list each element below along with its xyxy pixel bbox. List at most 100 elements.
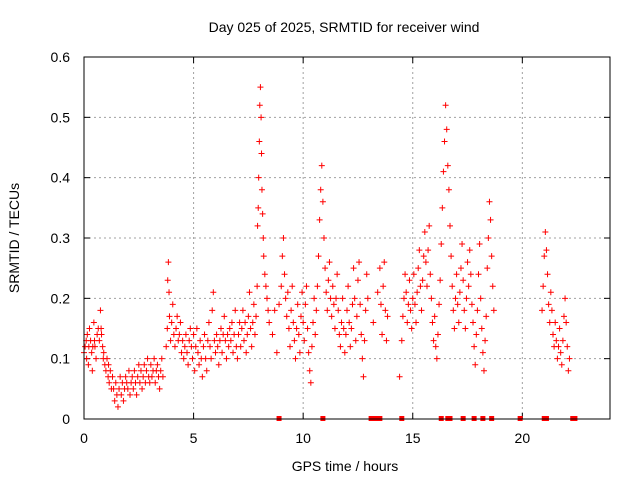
data-point	[217, 325, 224, 332]
data-point	[251, 331, 258, 338]
data-point	[320, 235, 327, 241]
data-point	[107, 367, 114, 374]
data-point	[243, 349, 250, 356]
data-point	[211, 337, 218, 344]
data-point	[118, 391, 125, 398]
data-point	[246, 289, 253, 296]
data-point	[148, 373, 155, 380]
data-point	[245, 313, 252, 320]
data-point	[384, 313, 391, 320]
data-point	[402, 271, 409, 278]
data-point	[182, 331, 189, 338]
data-point	[224, 331, 231, 338]
data-point	[349, 301, 356, 308]
data-point	[254, 222, 261, 229]
data-point	[382, 307, 389, 314]
data-point	[319, 198, 326, 205]
data-point	[475, 271, 482, 278]
data-point	[158, 355, 165, 362]
data-point	[379, 331, 386, 338]
y-tick-label: 0.1	[51, 351, 71, 367]
data-point	[539, 307, 546, 314]
data-point	[439, 204, 446, 211]
data-point	[116, 385, 123, 392]
data-point	[353, 313, 360, 320]
data-point	[248, 343, 255, 350]
data-point	[151, 355, 158, 362]
data-point	[433, 355, 440, 362]
data-point	[541, 253, 548, 260]
data-point	[134, 373, 141, 380]
data-point	[205, 319, 212, 326]
data-point	[88, 349, 95, 356]
data-point	[106, 379, 113, 386]
data-point	[181, 343, 188, 350]
data-point	[203, 367, 210, 374]
data-point	[166, 313, 173, 320]
data-point	[466, 247, 473, 254]
data-point	[557, 349, 564, 356]
data-point	[259, 210, 266, 217]
data-point	[208, 355, 215, 362]
data-point	[342, 331, 349, 338]
data-point	[420, 253, 427, 260]
data-point	[478, 325, 485, 332]
data-point	[364, 295, 371, 302]
data-point	[303, 283, 310, 290]
data-point	[110, 385, 117, 392]
data-point	[300, 319, 307, 326]
data-point	[210, 289, 217, 296]
data-point	[133, 391, 140, 398]
data-point	[548, 307, 555, 314]
data-point	[408, 325, 415, 332]
data-point	[482, 337, 489, 344]
data-point	[285, 325, 292, 332]
data-point	[302, 301, 309, 308]
data-point	[143, 367, 150, 374]
data-point	[214, 343, 221, 350]
data-point	[316, 216, 323, 223]
data-point	[410, 271, 417, 278]
data-point	[112, 379, 119, 386]
data-point	[413, 319, 420, 326]
data-point	[470, 319, 477, 326]
data-point	[483, 313, 490, 320]
data-point	[279, 253, 286, 260]
data-point	[265, 307, 272, 314]
data-point	[165, 259, 172, 266]
data-point	[292, 355, 299, 362]
y-tick-label: 0.5	[51, 109, 71, 125]
data-point	[122, 373, 129, 380]
data-point	[219, 349, 226, 356]
data-point	[98, 325, 105, 332]
data-point	[396, 373, 403, 380]
data-point	[318, 162, 325, 169]
data-point	[280, 235, 287, 241]
data-point	[232, 307, 239, 314]
data-point	[261, 271, 268, 278]
data-point	[456, 289, 463, 296]
data-point	[566, 355, 573, 362]
data-point	[307, 379, 314, 386]
data-point	[434, 331, 441, 338]
data-point	[352, 337, 359, 344]
data-point	[472, 361, 479, 368]
data-point	[405, 301, 412, 308]
data-point	[196, 361, 203, 368]
data-point	[350, 265, 357, 272]
data-point	[97, 307, 104, 314]
data-point	[257, 84, 264, 91]
data-point	[204, 337, 211, 344]
data-point	[185, 361, 192, 368]
data-point	[545, 301, 552, 308]
data-point	[147, 361, 154, 368]
data-point	[415, 265, 422, 272]
data-point	[443, 126, 450, 133]
data-point	[247, 325, 254, 332]
data-point	[236, 319, 243, 326]
data-point	[260, 235, 267, 241]
data-point	[174, 313, 181, 320]
data-point	[564, 343, 571, 350]
data-point	[356, 259, 363, 266]
x-axis-label: GPS time / hours	[292, 458, 399, 474]
